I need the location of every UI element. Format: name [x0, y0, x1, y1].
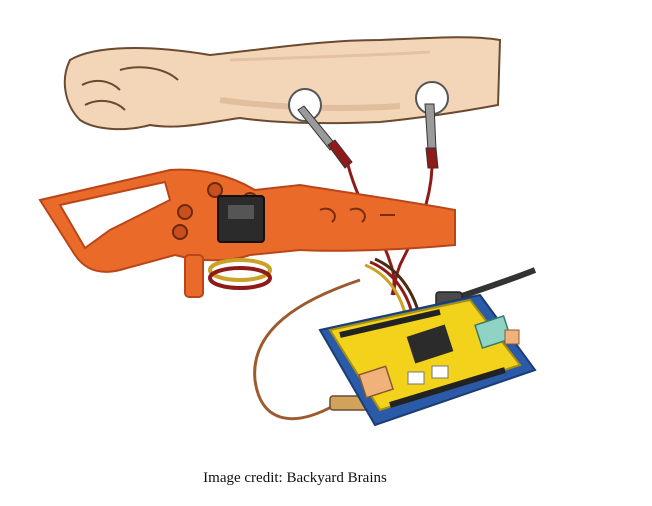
microcontroller-board: [318, 293, 537, 427]
illustration: [38, 36, 537, 427]
electrode-pad-1: [288, 88, 322, 122]
power-jack: [358, 365, 394, 399]
electrode-pads: [288, 81, 449, 169]
usb-jack: [474, 315, 512, 349]
image-credit-caption: Image credit: Backyard Brains: [203, 470, 387, 486]
claw-gripper: [38, 168, 456, 298]
pivot-bolt-1: [177, 204, 193, 220]
standoff: [184, 254, 204, 298]
pivot-bolt-3: [207, 182, 223, 198]
pivot-bolt-2: [172, 224, 188, 240]
